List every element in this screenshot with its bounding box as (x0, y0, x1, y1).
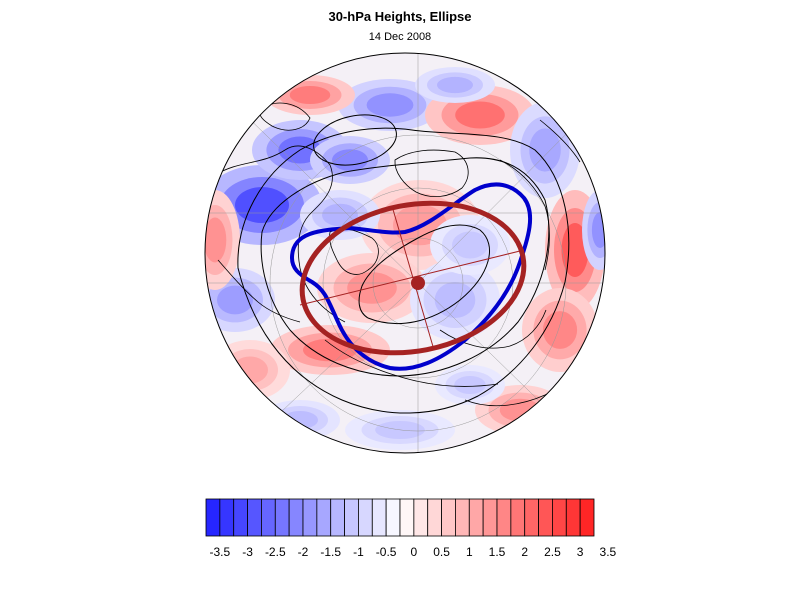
colorbar-box (510, 498, 526, 537)
coastlines (214, 102, 591, 407)
colorbar-tick-label: -3.5 (210, 545, 231, 559)
colorbar-box (247, 498, 262, 537)
anomaly-patch (542, 311, 578, 349)
colorbar-box (302, 498, 318, 537)
ellipse-axes (299, 205, 525, 351)
colorbar-tick-label: -1 (353, 545, 364, 559)
colorbar-box (316, 498, 332, 537)
colorbar-tick-label: 2.5 (544, 545, 561, 559)
vortex-edge-contour (289, 182, 533, 371)
colorbar-tick-label: 1.5 (489, 545, 506, 559)
colorbar-tick-label: -2 (298, 545, 309, 559)
colorbar-tick-label: 2 (521, 545, 528, 559)
colorbar-tick-labels: -3.5 -3 -2.5 -2 -1.5 -1 -0.5 0 0.5 1 1.5 2 2.5 3 3.5 (210, 545, 617, 559)
colorbar-tick-label: 0.5 (433, 545, 450, 559)
anomaly-patch (235, 187, 289, 223)
colorbar-box (579, 498, 595, 537)
colorbar-box (427, 498, 442, 537)
colorbar-box (413, 498, 429, 537)
colorbar-box (385, 498, 401, 537)
anomaly-patch (205, 217, 227, 263)
colorbar-box (552, 498, 567, 537)
colorbar-box (455, 498, 470, 537)
anomaly-patch (289, 86, 331, 104)
colorbar-box (468, 498, 484, 537)
colorbar-box (344, 498, 359, 537)
ellipse-center-marker (411, 276, 425, 290)
colorbar-box (274, 498, 290, 537)
colorbar-box (399, 498, 415, 537)
colorbar-box (261, 498, 276, 537)
colorbar-box (441, 498, 456, 537)
colorbar-box (538, 498, 553, 537)
fitted-ellipse (299, 200, 527, 356)
anomaly-patch (366, 93, 414, 117)
colorbar-tick-label: -3 (242, 545, 253, 559)
colorbar-box (288, 498, 304, 537)
map-date: 14 Dec 2008 (368, 31, 432, 43)
colorbar-box (565, 498, 581, 537)
map-border (204, 52, 606, 454)
colorbar-box (219, 498, 235, 537)
anomaly-patch (217, 285, 253, 315)
anomaly-patch (437, 76, 473, 94)
colorbar-box (330, 498, 345, 537)
colorbar-tick-label: -1.5 (320, 545, 341, 559)
colorbar-box (482, 498, 498, 537)
colorbar-tick-label: -2.5 (265, 545, 286, 559)
colorbar-box (233, 498, 248, 537)
anomaly-patch (454, 376, 486, 394)
colorbar-tick-label: 1 (466, 545, 473, 559)
colorbar-tick-label: 3 (577, 545, 584, 559)
colorbar-tick-label: 0 (411, 545, 418, 559)
colorbar-boxes (205, 498, 595, 537)
colorbar-box (371, 498, 387, 537)
anomaly-patch (455, 101, 505, 129)
colorbar-box (496, 498, 512, 537)
map-title: 30-hPa Heights, Ellipse (328, 9, 472, 24)
height-contours (237, 114, 570, 414)
anomaly-patch (452, 231, 488, 259)
polar-map (204, 52, 606, 454)
colorbar-box (524, 498, 539, 537)
colorbar-box (358, 498, 373, 537)
height-anomaly-field (205, 67, 605, 450)
colorbar-tick-label: 3.5 (600, 545, 617, 559)
colorbar-tick-label: -0.5 (376, 545, 397, 559)
anomaly-patch (322, 203, 358, 227)
colorbar-box (205, 498, 221, 537)
anomaly-patch (529, 128, 561, 172)
